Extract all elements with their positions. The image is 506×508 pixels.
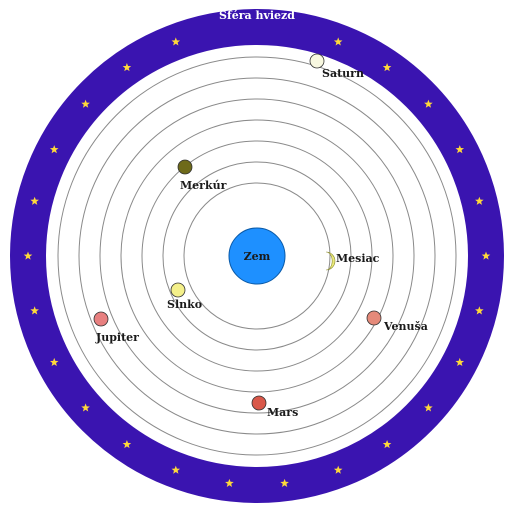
bodies-group: Mesiac Merkúr Venuša Slnko Mars Jupiter <box>93 53 428 419</box>
star-icon <box>455 357 465 367</box>
orbit-circle <box>78 77 436 435</box>
star-icon <box>171 37 181 46</box>
star-icon <box>475 196 484 205</box>
body-jupiter: Jupiter <box>93 311 139 344</box>
star-icon <box>122 439 132 449</box>
merkur-disc <box>177 159 193 175</box>
star-icon <box>23 251 33 260</box>
orbit-circle <box>141 140 373 372</box>
mesiac-crescent <box>325 251 336 271</box>
star-icon <box>333 465 343 474</box>
saturn-label: Saturn <box>322 67 364 80</box>
mars-label: Mars <box>267 406 298 419</box>
jupiter-label: Jupiter <box>95 331 139 344</box>
star-icon <box>81 403 90 412</box>
star-icon <box>481 251 491 260</box>
star-icon <box>424 403 433 412</box>
mars-disc <box>251 395 267 411</box>
body-mars: Mars <box>251 395 298 419</box>
merkur-label: Merkúr <box>180 179 227 192</box>
star-icon <box>225 478 234 487</box>
orbit-circle <box>99 98 415 414</box>
star-sphere-title: Sféra hviezd <box>219 9 295 22</box>
star-icon <box>49 145 59 154</box>
stars-group <box>23 37 491 487</box>
slnko-label: Slnko <box>167 298 202 311</box>
star-icon <box>30 196 39 205</box>
orbit-circle <box>57 56 457 456</box>
star-icon <box>424 99 433 108</box>
star-icon <box>122 63 132 72</box>
body-mesiac: Mesiac <box>325 251 380 271</box>
orbit-circle <box>162 161 352 351</box>
body-saturn: Saturn <box>309 53 364 80</box>
saturn-disc <box>309 53 325 69</box>
body-merkur: Merkúr <box>177 159 227 192</box>
slnko-disc <box>170 282 186 298</box>
body-slnko: Slnko <box>167 282 202 311</box>
orbit-circle <box>183 182 331 330</box>
orbits-group <box>57 56 457 456</box>
orbit-circle <box>120 119 394 393</box>
star-icon <box>30 306 39 315</box>
star-icon <box>475 306 484 315</box>
jupiter-disc <box>93 311 109 327</box>
mesiac-label: Mesiac <box>336 252 380 265</box>
venusa-label: Venuša <box>383 320 428 333</box>
star-icon <box>49 357 59 367</box>
venusa-disc <box>366 310 382 326</box>
earth-label: Zem <box>244 250 271 263</box>
earth <box>228 227 286 285</box>
star-icon <box>382 439 392 449</box>
star-icon <box>333 37 343 46</box>
body-venusa: Venuša <box>366 310 428 333</box>
star-icon <box>81 99 90 108</box>
star-icon <box>455 145 465 154</box>
star-icon <box>171 465 181 474</box>
star-icon <box>280 478 289 487</box>
star-icon <box>382 63 392 72</box>
